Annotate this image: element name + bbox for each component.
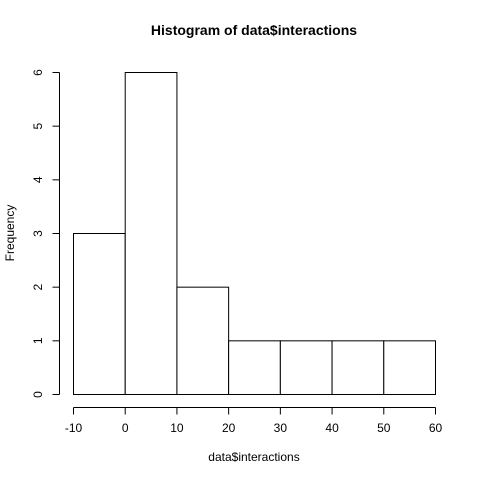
x-axis-label: data$interactions bbox=[208, 450, 299, 464]
histogram-bar-6 bbox=[383, 340, 436, 396]
histogram-bar-1 bbox=[124, 72, 178, 395]
y-tick-label-2: 2 bbox=[31, 284, 45, 291]
y-axis-label: Frequency bbox=[3, 205, 17, 262]
histogram-bar-2 bbox=[176, 286, 230, 395]
x-tick-label-1: 0 bbox=[122, 421, 129, 435]
histogram-bar-3 bbox=[228, 340, 281, 396]
histogram-bar-0 bbox=[73, 233, 126, 395]
y-tick-label-1: 1 bbox=[31, 337, 45, 344]
y-tick-label-6: 6 bbox=[31, 69, 45, 76]
x-tick-label-4: 30 bbox=[274, 421, 288, 435]
x-tick-label-6: 50 bbox=[377, 421, 391, 435]
x-axis: -10 0 10 20 30 40 50 60 bbox=[65, 407, 443, 435]
histogram-bar-4 bbox=[279, 340, 333, 396]
y-tick-label-0: 0 bbox=[31, 391, 45, 398]
y-tick-label-3: 3 bbox=[31, 230, 45, 237]
chart-title: Histogram of data$interactions bbox=[151, 22, 357, 38]
y-axis: 0 1 2 3 4 5 6 bbox=[31, 69, 60, 398]
x-tick-label-7: 60 bbox=[429, 421, 443, 435]
histogram-bar-5 bbox=[331, 340, 385, 396]
y-tick-label-4: 4 bbox=[31, 176, 45, 183]
x-tick-label-0: -10 bbox=[65, 421, 83, 435]
x-tick-label-5: 40 bbox=[325, 421, 339, 435]
x-tick-label-3: 20 bbox=[222, 421, 236, 435]
y-tick-label-5: 5 bbox=[31, 123, 45, 130]
bars-group bbox=[73, 72, 436, 396]
x-tick-label-2: 10 bbox=[170, 421, 184, 435]
